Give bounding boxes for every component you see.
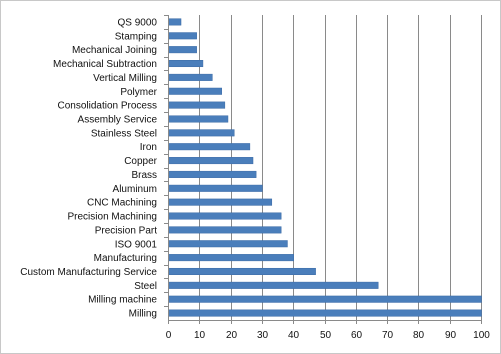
x-tick-label: 10	[194, 330, 206, 341]
category-label: Mechanical Subtraction	[53, 59, 157, 70]
category-label: Precision Part	[95, 225, 157, 236]
category-label: Consolidation Process	[58, 101, 158, 112]
category-label: Copper	[124, 156, 157, 167]
bar	[168, 60, 204, 68]
category-label: ISO 9001	[115, 239, 158, 250]
category-label: Manufacturing	[94, 253, 157, 264]
category-label: QS 9000	[118, 17, 158, 28]
category-label: CNC Machining	[87, 198, 157, 209]
x-tick-label: 20	[226, 330, 238, 341]
x-tick-label: 60	[351, 330, 363, 341]
category-label: Assembly Service	[78, 114, 158, 125]
category-label: Polymer	[120, 87, 157, 98]
bar	[168, 87, 222, 95]
bar	[168, 46, 197, 54]
category-label: Precision Machining	[68, 212, 158, 223]
bar	[168, 295, 482, 303]
bar	[168, 198, 273, 206]
x-tick-label: 90	[445, 330, 457, 341]
bar	[168, 309, 482, 317]
category-label: Steel	[134, 281, 157, 292]
x-tick-label: 100	[473, 330, 490, 341]
category-label: Milling	[129, 309, 157, 320]
x-tick-label: 70	[382, 330, 394, 341]
category-label: Milling machine	[88, 295, 157, 306]
bar	[168, 212, 282, 220]
bar	[168, 170, 257, 178]
x-tick-label: 30	[257, 330, 269, 341]
x-tick-label: 0	[166, 330, 172, 341]
bar	[168, 240, 288, 248]
category-label: Vertical Milling	[93, 73, 157, 84]
bar	[168, 254, 294, 262]
x-axis-tick-labels: 0 10 20 30 40 50 60 70 80 90 100	[166, 330, 491, 341]
bars	[168, 18, 482, 317]
bar	[168, 281, 379, 289]
category-label: Brass	[131, 170, 157, 181]
x-tick-label: 80	[413, 330, 425, 341]
bar	[168, 143, 251, 151]
bar	[168, 267, 316, 275]
category-label: Stainless Steel	[91, 128, 157, 139]
x-tick-label: 50	[320, 330, 332, 341]
category-label: Mechanical Joining	[72, 45, 157, 56]
bar	[168, 18, 182, 26]
bar	[168, 115, 229, 123]
bar	[168, 73, 213, 81]
category-label: Iron	[140, 142, 157, 153]
category-label: Custom Manufacturing Service	[20, 267, 157, 278]
bar	[168, 32, 197, 40]
category-label: Stamping	[115, 31, 157, 42]
bar	[168, 157, 254, 165]
category-labels: QS 9000 Stamping Mechanical Joining Mechani…	[20, 17, 157, 319]
bar	[168, 129, 235, 137]
axes	[164, 15, 482, 324]
bar	[168, 184, 263, 192]
category-label: Aluminum	[113, 184, 157, 195]
bar	[168, 226, 282, 234]
bar	[168, 101, 226, 109]
x-tick-label: 40	[288, 330, 300, 341]
